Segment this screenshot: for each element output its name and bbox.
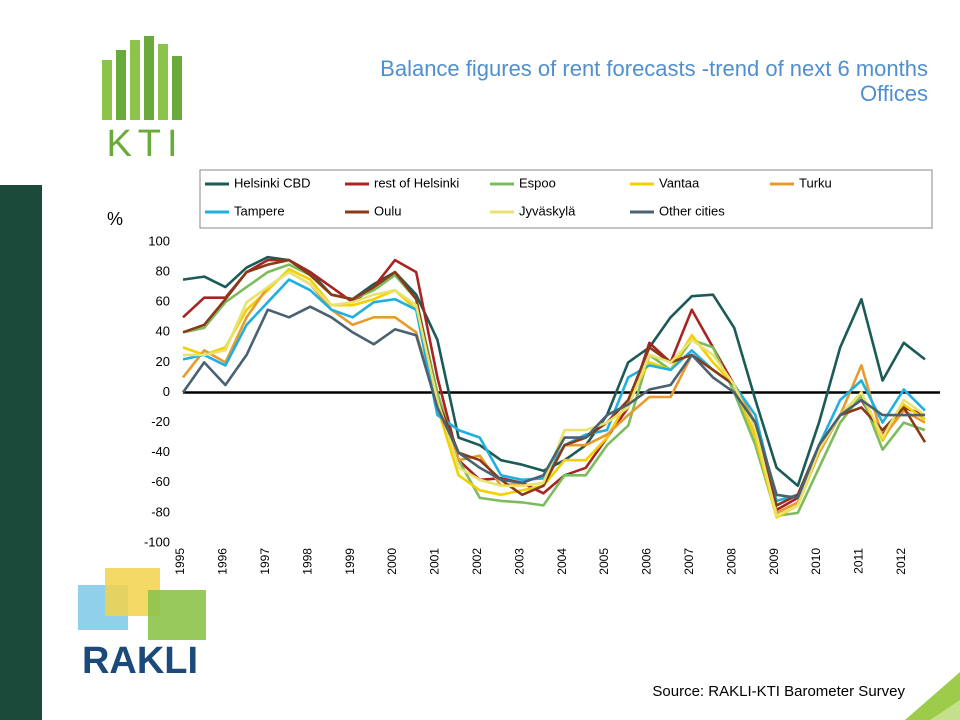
x-tick-label: 2000	[385, 548, 399, 575]
x-tick-label: 2005	[597, 548, 611, 575]
legend-label: Turku	[799, 175, 832, 190]
x-tick-label: 2011	[852, 548, 866, 574]
x-tick-label: 2012	[894, 548, 908, 575]
x-tick-label: 1999	[343, 548, 357, 575]
corner-decoration	[930, 700, 960, 720]
y-tick-label: 40	[156, 324, 170, 339]
x-tick-label: 2004	[555, 548, 569, 575]
series-line	[182, 255, 926, 488]
x-tick-label: 2008	[724, 548, 738, 575]
x-tick-label: 2009	[767, 548, 781, 575]
legend-label: Jyväskylä	[519, 203, 576, 218]
x-tick-label: 2003	[512, 548, 526, 575]
corner-decoration	[905, 672, 960, 720]
legend-label: Oulu	[374, 203, 401, 218]
x-tick-label: 2010	[809, 548, 823, 575]
x-tick-label: 2007	[682, 548, 696, 575]
x-tick-label: 2002	[470, 548, 484, 575]
x-tick-label: 1998	[300, 548, 314, 575]
legend-label: Vantaa	[659, 175, 700, 190]
legend-box	[199, 169, 933, 229]
legend-label: Espoo	[519, 175, 556, 190]
y-tick-label: -40	[151, 444, 170, 459]
rakli-logo-graphic	[78, 568, 206, 640]
y-tick-label: -60	[151, 474, 170, 489]
y-tick-label: -100	[144, 534, 170, 549]
series-line	[181, 305, 925, 500]
chart-title: Balance figures of rent forecasts -trend…	[380, 56, 928, 81]
y-tick-label: 100	[148, 233, 170, 248]
y-tick-label: -20	[151, 414, 170, 429]
y-tick-label: 60	[156, 294, 170, 309]
y-tick-label: 0	[163, 384, 170, 399]
x-tick-label: 1996	[216, 548, 230, 575]
x-tick-label: 2006	[640, 548, 654, 575]
side-band	[0, 185, 42, 720]
legend-label: rest of Helsinki	[374, 175, 459, 190]
legend-label: Tampere	[234, 203, 285, 218]
legend-label: Helsinki CBD	[234, 175, 311, 190]
y-tick-label: 80	[156, 264, 170, 279]
y-tick-label: 20	[156, 354, 170, 369]
y-axis-label: %	[107, 209, 123, 229]
y-tick-label: -80	[151, 504, 170, 519]
x-tick-label: 1997	[258, 548, 272, 575]
kti-logo-text: KTI	[106, 123, 183, 165]
x-tick-label: 2001	[428, 548, 442, 575]
series-line	[182, 263, 926, 518]
kti-logo-graphic	[102, 36, 182, 120]
rakli-logo-text: RAKLI	[82, 640, 198, 682]
chart-subtitle: Offices	[860, 81, 928, 106]
source-note: Source: RAKLI-KTI Barometer Survey	[652, 683, 905, 700]
legend-label: Other cities	[659, 203, 725, 218]
x-tick-label: 1995	[173, 548, 187, 575]
